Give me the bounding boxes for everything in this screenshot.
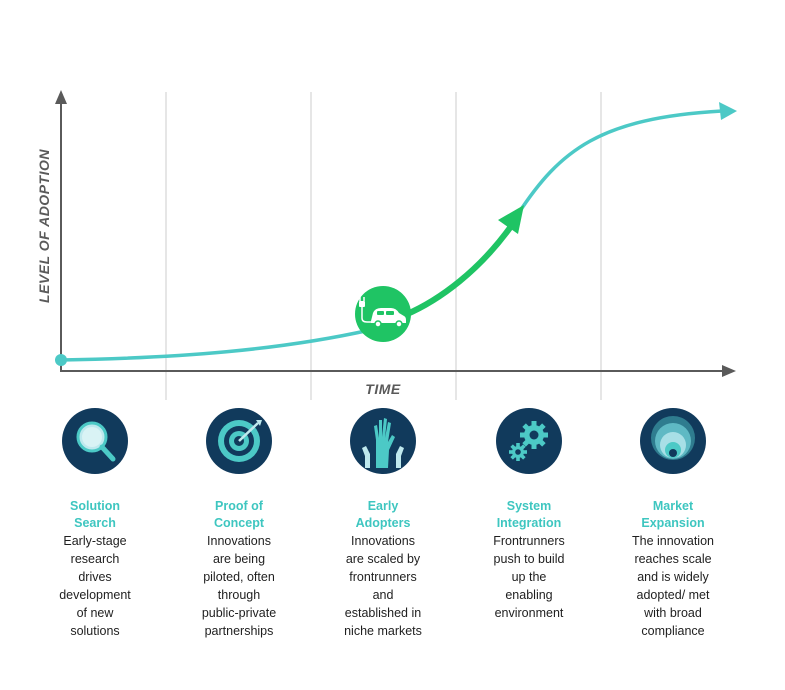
magnifier-icon xyxy=(62,408,128,474)
curve-start-dot xyxy=(55,354,67,366)
stage-title: Proof of Concept xyxy=(214,499,264,530)
axes xyxy=(55,90,736,377)
stage-system-integration: System Integration Frontrunners push to … xyxy=(469,400,589,622)
electric-car-icon xyxy=(355,286,411,342)
adoption-curve-upper xyxy=(516,109,724,216)
gears-icon xyxy=(496,408,562,474)
concentric-circles-icon xyxy=(640,408,706,474)
stage-title: System Integration xyxy=(496,499,562,530)
adoption-curve-start xyxy=(59,328,372,362)
raised-hands-icon xyxy=(350,408,416,474)
x-axis-label: TIME xyxy=(365,381,401,397)
x-axis-arrowhead xyxy=(722,365,736,377)
growth-arrowhead xyxy=(498,205,524,234)
stage-title: Solution Search xyxy=(70,499,120,530)
stage-early-adopters: Early Adopters Innovations are scaled by… xyxy=(323,400,443,640)
target-icon xyxy=(206,408,272,474)
stage-description: The innovation reaches scale and is wide… xyxy=(631,534,714,638)
stage-description: Innovations are scaled by frontrunners a… xyxy=(344,534,422,638)
stage-title: Market Expansion xyxy=(641,499,705,530)
y-axis-arrowhead xyxy=(55,90,67,104)
stage-market-expansion: Market Expansion The innovation reaches … xyxy=(613,400,733,640)
stage-title: Early Adopters xyxy=(355,499,411,530)
stage-description: Frontrunners push to build up the enabli… xyxy=(493,534,565,620)
stage-description: Innovations are being piloted, often thr… xyxy=(201,534,277,638)
adoption-curve-diagram: LEVEL OF ADOPTION TIME xyxy=(36,90,737,400)
stage-dividers xyxy=(165,92,602,400)
stage-solution-search: Solution Search Early-stage research dri… xyxy=(35,400,155,640)
curve-end-arrowhead xyxy=(719,102,737,120)
growth-arrow-segment xyxy=(402,222,515,318)
stage-description: Early-stage research drives development … xyxy=(59,534,131,638)
stage-proof-of-concept: Proof of Concept Innovations are being p… xyxy=(179,400,299,640)
y-axis-label: LEVEL OF ADOPTION xyxy=(36,149,52,303)
